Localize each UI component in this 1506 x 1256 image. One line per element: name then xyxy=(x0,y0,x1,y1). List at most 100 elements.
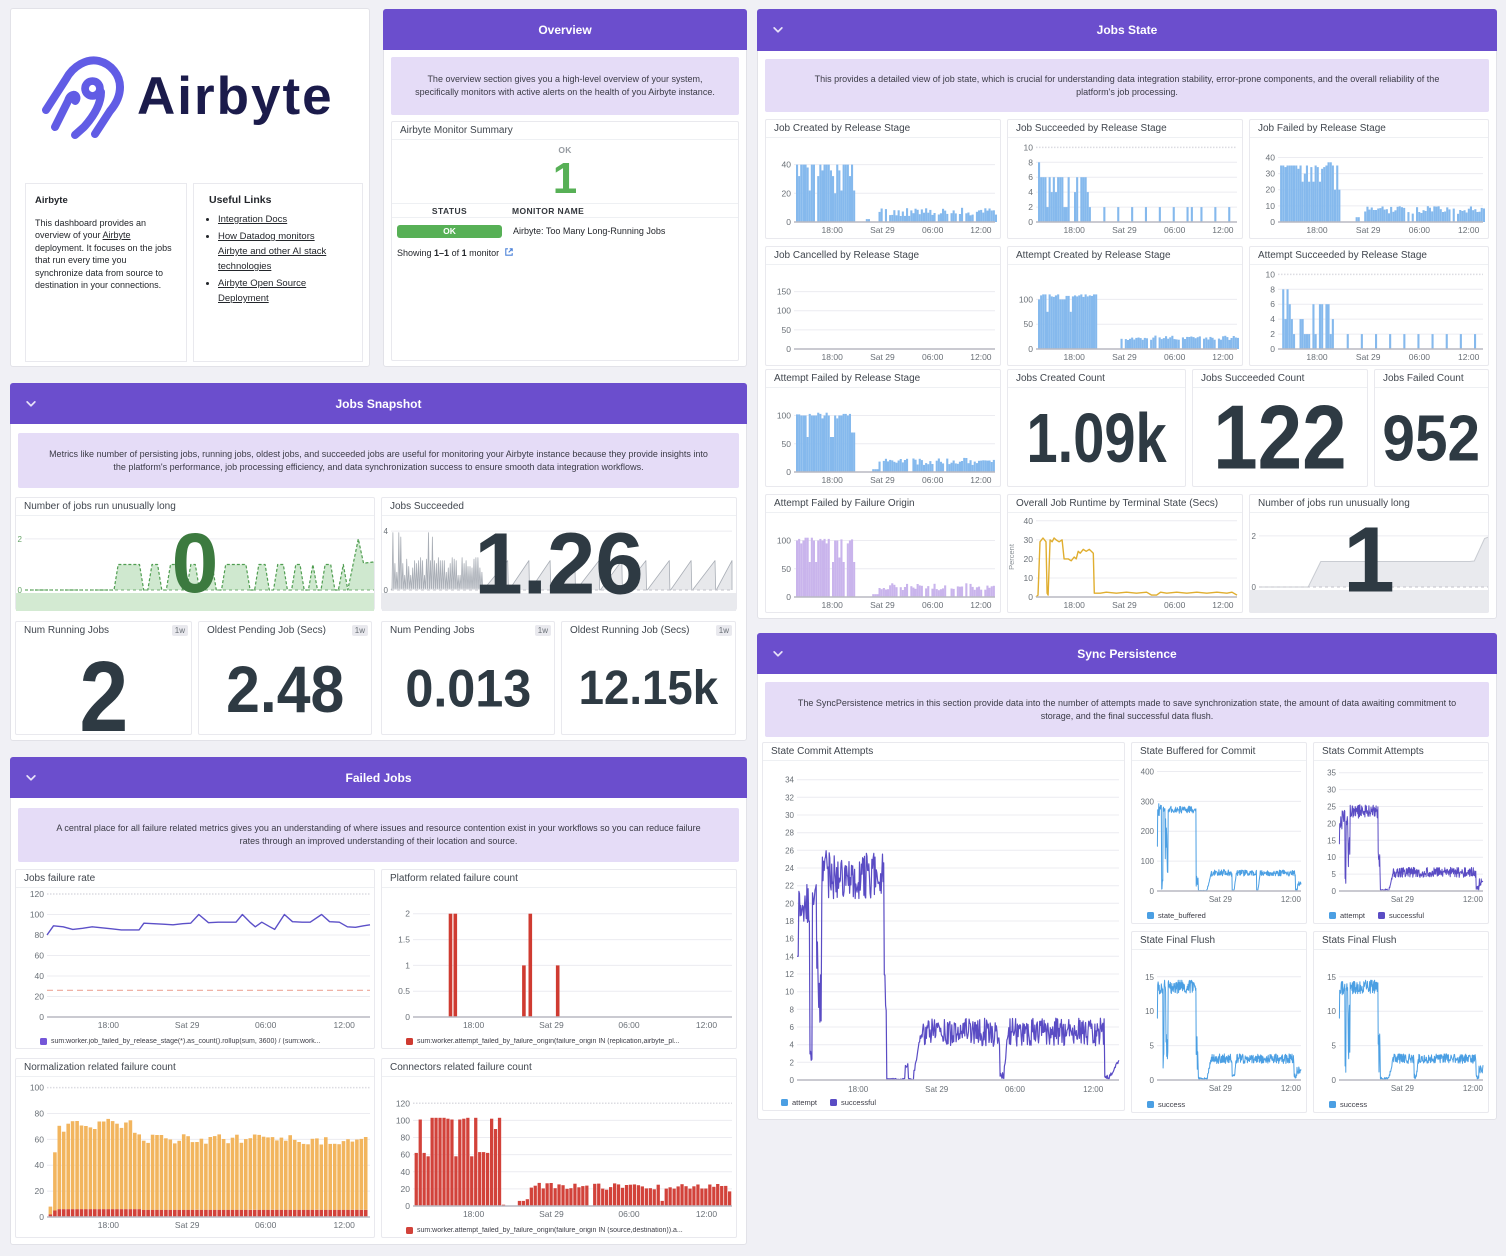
svg-text:12:00: 12:00 xyxy=(1083,1085,1104,1094)
svg-text:30: 30 xyxy=(1266,169,1276,179)
svg-text:6: 6 xyxy=(790,1023,795,1032)
svg-text:20: 20 xyxy=(401,1184,411,1194)
svg-text:10: 10 xyxy=(1266,269,1276,279)
svg-text:0: 0 xyxy=(1332,887,1337,896)
svg-text:40: 40 xyxy=(782,160,792,170)
svg-text:06:00: 06:00 xyxy=(922,225,944,235)
svg-text:12:00: 12:00 xyxy=(1212,600,1234,610)
svg-text:06:00: 06:00 xyxy=(1164,352,1186,362)
svg-text:8: 8 xyxy=(1270,284,1275,294)
svg-text:Sat 29: Sat 29 xyxy=(1356,225,1381,235)
svg-text:Sat 29: Sat 29 xyxy=(1391,895,1415,904)
svg-text:20: 20 xyxy=(1266,185,1276,195)
svg-text:5: 5 xyxy=(1332,870,1337,879)
svg-text:0: 0 xyxy=(1332,1076,1337,1085)
svg-text:400: 400 xyxy=(1141,768,1155,777)
svg-text:12:00: 12:00 xyxy=(1458,225,1480,235)
svg-text:60: 60 xyxy=(35,951,45,961)
svg-text:12:00: 12:00 xyxy=(334,1020,356,1030)
svg-text:24: 24 xyxy=(785,864,794,873)
svg-text:60: 60 xyxy=(401,1150,411,1160)
svg-text:06:00: 06:00 xyxy=(618,1209,640,1219)
svg-text:0: 0 xyxy=(1270,344,1275,354)
svg-text:6: 6 xyxy=(1270,299,1275,309)
svg-text:8: 8 xyxy=(1028,157,1033,167)
svg-text:40: 40 xyxy=(35,1160,45,1170)
svg-text:4: 4 xyxy=(384,527,389,536)
svg-text:Sat 29: Sat 29 xyxy=(1209,895,1233,904)
svg-text:1.5: 1.5 xyxy=(398,935,410,945)
svg-text:0: 0 xyxy=(786,217,791,227)
svg-text:4: 4 xyxy=(790,1041,795,1050)
svg-text:2: 2 xyxy=(405,909,410,919)
svg-text:80: 80 xyxy=(35,930,45,940)
svg-text:8: 8 xyxy=(790,1005,795,1014)
svg-text:2: 2 xyxy=(18,535,23,544)
svg-text:15: 15 xyxy=(1327,836,1336,845)
svg-text:18:00: 18:00 xyxy=(1064,225,1086,235)
svg-text:18:00: 18:00 xyxy=(1306,225,1328,235)
svg-text:0: 0 xyxy=(1252,583,1257,592)
svg-text:0: 0 xyxy=(786,467,791,477)
svg-text:18:00: 18:00 xyxy=(848,1085,869,1094)
svg-text:0: 0 xyxy=(39,1012,44,1022)
svg-text:06:00: 06:00 xyxy=(1005,1085,1026,1094)
svg-text:100: 100 xyxy=(396,1115,410,1125)
svg-text:40: 40 xyxy=(401,1167,411,1177)
svg-text:0: 0 xyxy=(786,592,791,602)
svg-text:12:00: 12:00 xyxy=(970,352,992,362)
svg-text:06:00: 06:00 xyxy=(1164,600,1186,610)
svg-text:Sat 29: Sat 29 xyxy=(539,1020,564,1030)
svg-text:100: 100 xyxy=(1141,857,1155,866)
svg-text:34: 34 xyxy=(785,776,794,785)
svg-text:06:00: 06:00 xyxy=(922,475,944,485)
svg-text:100: 100 xyxy=(777,411,791,421)
svg-text:18:00: 18:00 xyxy=(822,600,844,610)
svg-text:0: 0 xyxy=(1150,1076,1155,1085)
svg-text:12:00: 12:00 xyxy=(1212,225,1234,235)
svg-text:20: 20 xyxy=(1024,554,1034,564)
svg-text:12:00: 12:00 xyxy=(970,225,992,235)
svg-text:18:00: 18:00 xyxy=(463,1020,485,1030)
svg-text:2: 2 xyxy=(1028,202,1033,212)
svg-text:Sat 29: Sat 29 xyxy=(870,475,895,485)
svg-text:0: 0 xyxy=(18,586,23,595)
svg-text:35: 35 xyxy=(1327,769,1336,778)
svg-text:Sat 29: Sat 29 xyxy=(870,225,895,235)
svg-text:Sat 29: Sat 29 xyxy=(1112,600,1137,610)
svg-text:4: 4 xyxy=(1028,187,1033,197)
svg-text:2: 2 xyxy=(1252,532,1257,541)
svg-text:20: 20 xyxy=(1327,819,1336,828)
svg-text:40: 40 xyxy=(1024,516,1034,526)
svg-text:28: 28 xyxy=(785,829,794,838)
svg-text:22: 22 xyxy=(785,882,794,891)
svg-text:12:00: 12:00 xyxy=(334,1220,356,1230)
svg-text:Sat 29: Sat 29 xyxy=(539,1209,564,1219)
svg-text:100: 100 xyxy=(777,536,791,546)
svg-text:10: 10 xyxy=(1024,142,1034,152)
svg-text:80: 80 xyxy=(35,1109,45,1119)
svg-text:40: 40 xyxy=(1266,153,1276,163)
svg-text:30: 30 xyxy=(1024,535,1034,545)
svg-text:300: 300 xyxy=(1141,797,1155,806)
svg-text:12:00: 12:00 xyxy=(1458,352,1480,362)
svg-text:2: 2 xyxy=(1270,329,1275,339)
svg-text:12:00: 12:00 xyxy=(1212,352,1234,362)
svg-text:4: 4 xyxy=(1270,314,1275,324)
svg-text:06:00: 06:00 xyxy=(255,1220,277,1230)
svg-text:60: 60 xyxy=(35,1134,45,1144)
svg-text:50: 50 xyxy=(782,564,792,574)
svg-text:18:00: 18:00 xyxy=(822,475,844,485)
svg-text:15: 15 xyxy=(1145,973,1154,982)
svg-text:10: 10 xyxy=(1327,1007,1336,1016)
svg-text:120: 120 xyxy=(30,889,44,899)
svg-text:100: 100 xyxy=(1019,294,1033,304)
svg-text:10: 10 xyxy=(785,988,794,997)
svg-text:0: 0 xyxy=(384,586,389,595)
svg-text:25: 25 xyxy=(1327,803,1336,812)
svg-text:18:00: 18:00 xyxy=(1306,352,1328,362)
svg-text:0: 0 xyxy=(1270,217,1275,227)
svg-text:12:00: 12:00 xyxy=(970,475,992,485)
svg-text:100: 100 xyxy=(30,1083,44,1093)
svg-text:5: 5 xyxy=(1150,1042,1155,1051)
